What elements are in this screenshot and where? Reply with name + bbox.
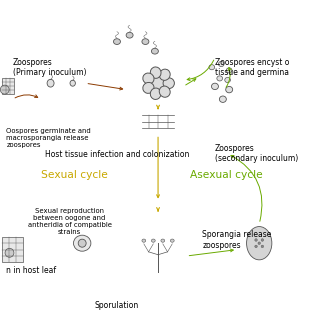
Text: n in host leaf: n in host leaf [6,266,56,275]
Ellipse shape [170,239,174,242]
Ellipse shape [150,88,161,100]
Text: Sexual cycle: Sexual cycle [41,170,108,180]
Ellipse shape [149,74,167,92]
Ellipse shape [219,61,224,67]
Ellipse shape [212,83,219,90]
Text: Zoospores
(secondary inoculum): Zoospores (secondary inoculum) [215,144,298,164]
Ellipse shape [225,77,230,83]
Ellipse shape [142,239,146,242]
Text: Sporulation: Sporulation [95,301,139,310]
Ellipse shape [143,73,154,84]
Ellipse shape [142,39,149,44]
Text: Host tissue infection and colonization: Host tissue infection and colonization [45,150,189,159]
FancyBboxPatch shape [2,78,14,94]
Ellipse shape [143,83,154,93]
Ellipse shape [5,248,14,257]
Ellipse shape [78,239,86,247]
FancyBboxPatch shape [2,237,23,262]
Ellipse shape [151,48,158,54]
Ellipse shape [261,239,264,241]
Ellipse shape [70,80,76,86]
Text: Asexual cycle: Asexual cycle [190,170,262,180]
Ellipse shape [220,96,226,102]
Ellipse shape [151,239,155,242]
Ellipse shape [74,235,91,251]
Ellipse shape [150,67,161,78]
Ellipse shape [47,79,54,87]
Ellipse shape [217,76,222,81]
Text: Oospores germinate and
macrosporangia release
zoospores: Oospores germinate and macrosporangia re… [6,128,91,148]
Ellipse shape [247,227,272,260]
Ellipse shape [159,86,170,97]
Text: Sporangia release
zoospores: Sporangia release zoospores [202,230,272,250]
Ellipse shape [126,32,133,38]
Text: Zoospores encyst o
tissue and germina: Zoospores encyst o tissue and germina [215,58,289,77]
Ellipse shape [159,69,170,80]
Ellipse shape [255,245,257,248]
Ellipse shape [114,39,120,44]
Ellipse shape [161,239,165,242]
Ellipse shape [226,68,232,73]
Ellipse shape [258,242,260,244]
Ellipse shape [226,86,233,93]
Ellipse shape [0,85,9,94]
Ellipse shape [163,78,174,89]
Ellipse shape [209,65,215,70]
Ellipse shape [261,245,264,248]
Text: Sexual reproduction
between oogone and
antheridia of compatible
strains: Sexual reproduction between oogone and a… [28,208,112,235]
Ellipse shape [255,239,257,241]
Text: Zoospores
(Primary inoculum): Zoospores (Primary inoculum) [13,58,86,77]
